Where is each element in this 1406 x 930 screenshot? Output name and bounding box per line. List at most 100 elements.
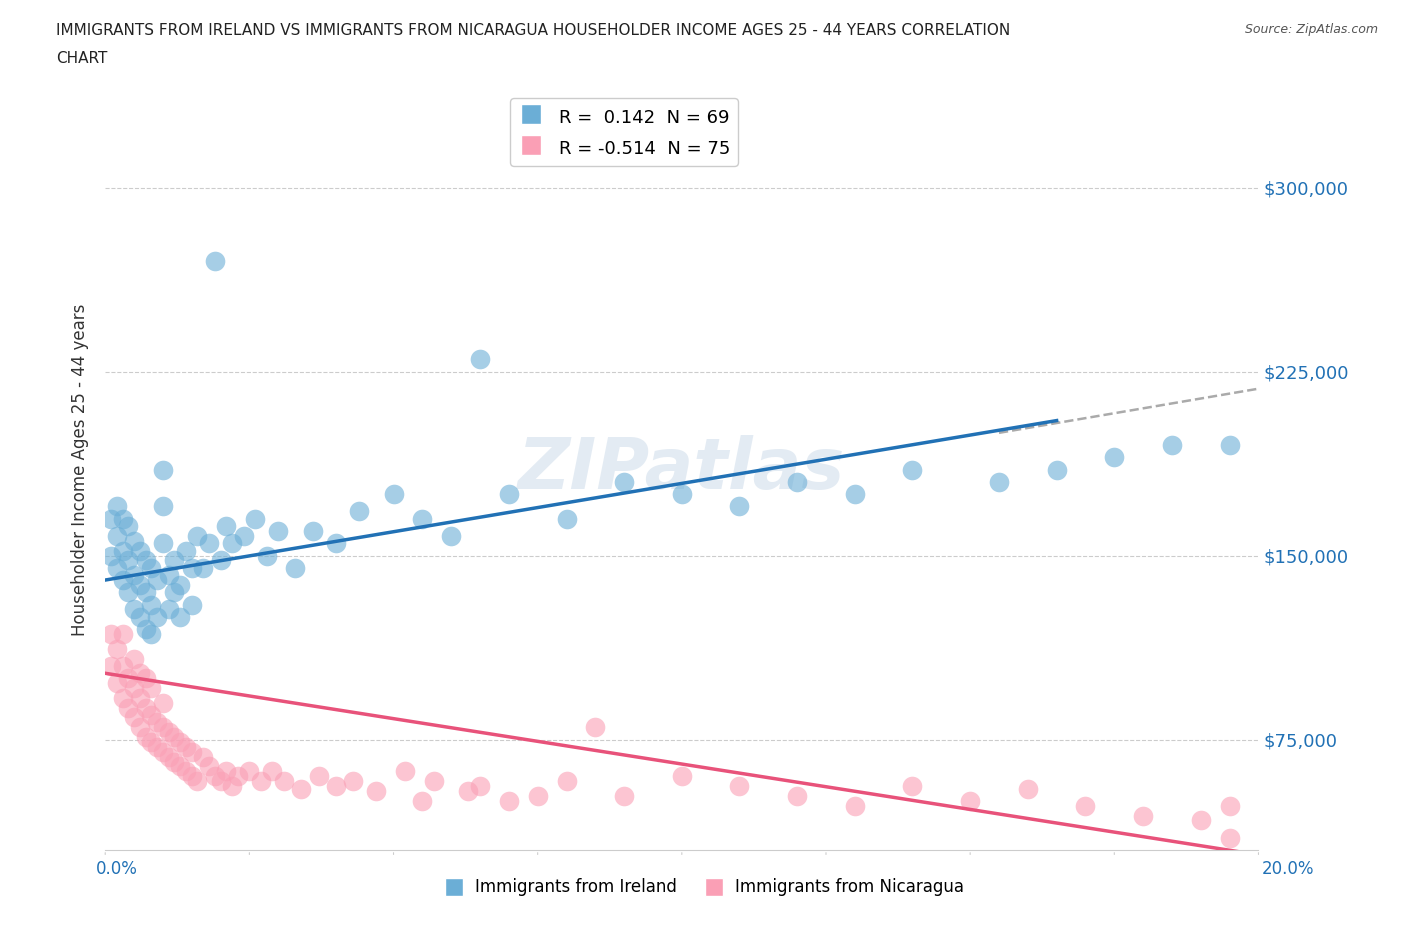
Point	[180, 769, 202, 784]
Point	[671, 769, 693, 784]
Point	[1017, 781, 1039, 796]
Point	[583, 720, 606, 735]
Point	[157, 750, 180, 764]
Point	[209, 553, 232, 568]
Point	[169, 578, 191, 592]
Point	[111, 543, 134, 558]
Point	[193, 750, 215, 764]
Point	[141, 561, 163, 576]
Point	[105, 499, 128, 514]
Point	[100, 658, 122, 673]
Point	[146, 609, 169, 624]
Point	[498, 793, 520, 808]
Point	[232, 528, 254, 543]
Point	[221, 536, 243, 551]
Point	[141, 735, 163, 750]
Point	[117, 671, 139, 685]
Point	[105, 675, 128, 690]
Point	[366, 784, 388, 799]
Point	[468, 352, 491, 366]
Point	[671, 486, 693, 501]
Point	[141, 627, 163, 642]
Point	[122, 681, 145, 696]
Point	[169, 759, 191, 774]
Point	[411, 512, 433, 526]
Point	[262, 764, 284, 778]
Point	[256, 548, 278, 563]
Point	[180, 744, 202, 759]
Point	[152, 696, 174, 711]
Point	[226, 769, 249, 784]
Point	[347, 504, 370, 519]
Point	[555, 512, 578, 526]
Point	[440, 528, 463, 543]
Point	[267, 524, 290, 538]
Point	[1219, 798, 1241, 813]
Point	[141, 681, 163, 696]
Point	[243, 512, 266, 526]
Point	[117, 519, 139, 534]
Point	[111, 658, 134, 673]
Point	[844, 798, 866, 813]
Point	[122, 651, 145, 666]
Point	[169, 609, 191, 624]
Point	[117, 700, 139, 715]
Point	[163, 754, 186, 769]
Text: ZIPatlas: ZIPatlas	[519, 435, 845, 504]
Point	[215, 764, 238, 778]
Point	[1104, 450, 1126, 465]
Point	[325, 778, 347, 793]
Point	[526, 789, 548, 804]
Point	[135, 553, 157, 568]
Point	[169, 735, 191, 750]
Point	[250, 774, 273, 789]
Point	[111, 573, 134, 588]
Text: 20.0%: 20.0%	[1263, 860, 1315, 878]
Point	[163, 585, 186, 600]
Point	[1161, 438, 1184, 453]
Point	[215, 519, 238, 534]
Point	[988, 474, 1011, 489]
Point	[394, 764, 416, 778]
Point	[901, 778, 924, 793]
Point	[959, 793, 981, 808]
Point	[411, 793, 433, 808]
Legend: Immigrants from Ireland, Immigrants from Nicaragua: Immigrants from Ireland, Immigrants from…	[434, 871, 972, 903]
Point	[105, 528, 128, 543]
Point	[117, 553, 139, 568]
Point	[555, 774, 578, 789]
Point	[152, 720, 174, 735]
Point	[186, 528, 208, 543]
Point	[135, 671, 157, 685]
Point	[100, 512, 122, 526]
Point	[100, 548, 122, 563]
Point	[174, 739, 197, 754]
Point	[152, 499, 174, 514]
Point	[186, 774, 208, 789]
Point	[1132, 808, 1154, 823]
Point	[135, 585, 157, 600]
Point	[786, 789, 808, 804]
Point	[1046, 462, 1069, 477]
Point	[1189, 813, 1212, 828]
Point	[728, 778, 751, 793]
Point	[111, 627, 134, 642]
Point	[308, 769, 330, 784]
Point	[122, 710, 145, 724]
Point	[152, 744, 174, 759]
Point	[209, 774, 232, 789]
Point	[128, 578, 150, 592]
Point	[423, 774, 446, 789]
Point	[122, 533, 145, 548]
Point	[146, 715, 169, 730]
Point	[204, 769, 226, 784]
Point	[128, 666, 150, 681]
Point	[180, 597, 202, 612]
Point	[152, 536, 174, 551]
Point	[152, 462, 174, 477]
Point	[198, 759, 221, 774]
Point	[180, 561, 202, 576]
Point	[221, 778, 243, 793]
Point	[468, 778, 491, 793]
Point	[301, 524, 323, 538]
